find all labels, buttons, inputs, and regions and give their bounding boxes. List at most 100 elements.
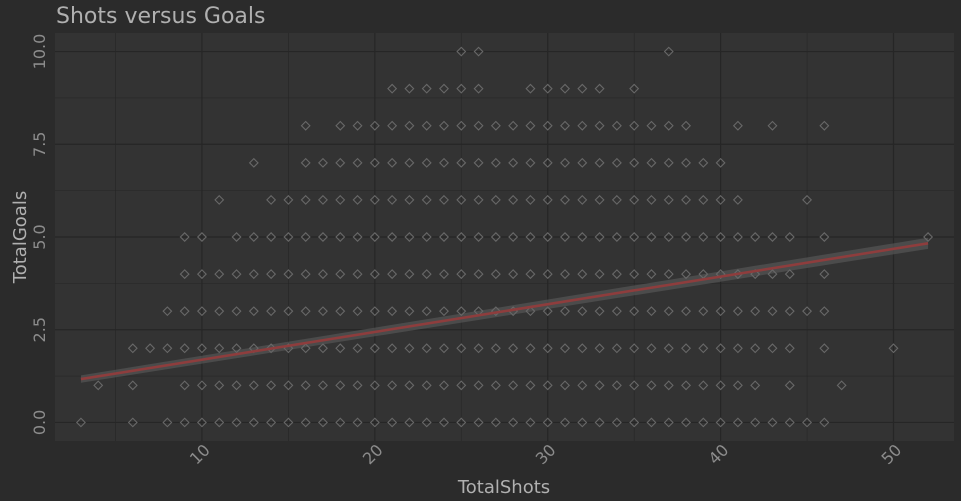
data-point	[508, 417, 519, 428]
data-point	[594, 269, 605, 280]
grid-layer	[55, 33, 954, 441]
data-point	[525, 380, 536, 391]
data-point	[317, 380, 328, 391]
data-point	[681, 120, 692, 131]
data-point	[819, 120, 830, 131]
data-point	[750, 380, 761, 391]
data-point	[214, 343, 225, 354]
data-point	[663, 417, 674, 428]
data-point	[508, 269, 519, 280]
data-point	[784, 306, 795, 317]
data-point	[542, 380, 553, 391]
data-point	[629, 232, 640, 242]
data-point	[836, 380, 847, 391]
data-point	[404, 417, 415, 428]
data-point	[490, 157, 501, 168]
data-point	[248, 417, 259, 428]
data-point	[698, 343, 709, 354]
data-point	[542, 232, 553, 242]
data-point	[439, 343, 449, 354]
data-point	[473, 120, 484, 131]
data-point	[335, 194, 346, 205]
data-point	[439, 157, 449, 168]
data-point	[629, 120, 640, 131]
data-point	[196, 343, 207, 354]
data-point	[196, 306, 207, 317]
data-point	[560, 417, 570, 428]
fit-line	[80, 242, 929, 381]
data-point	[266, 269, 277, 280]
data-point	[127, 380, 138, 391]
data-point	[196, 380, 207, 391]
data-point	[248, 232, 259, 242]
data-point	[802, 194, 813, 205]
data-point	[369, 269, 380, 280]
data-point	[767, 417, 778, 428]
data-point	[404, 343, 415, 354]
data-point	[473, 232, 484, 242]
data-point	[490, 380, 501, 391]
data-point	[681, 269, 692, 280]
data-point	[525, 269, 536, 280]
data-point	[525, 157, 536, 168]
data-point	[369, 194, 380, 205]
data-point	[819, 232, 830, 242]
data-point	[404, 157, 415, 168]
data-point	[300, 194, 311, 205]
data-point	[162, 343, 173, 354]
data-point	[525, 417, 536, 428]
data-point	[784, 232, 795, 242]
data-point	[490, 343, 501, 354]
data-point	[473, 380, 484, 391]
data-point	[352, 417, 363, 428]
data-point	[525, 343, 536, 354]
data-point	[594, 83, 605, 94]
data-point	[542, 343, 553, 354]
data-point	[439, 194, 449, 205]
data-point	[732, 417, 743, 428]
data-point	[490, 269, 501, 280]
data-point	[508, 120, 519, 131]
data-point	[560, 232, 570, 242]
data-point	[439, 120, 449, 131]
data-point	[369, 232, 380, 242]
data-point	[923, 232, 934, 242]
data-point	[767, 306, 778, 317]
data-point	[231, 232, 242, 242]
data-point	[698, 194, 709, 205]
data-point	[283, 417, 294, 428]
data-point	[646, 120, 657, 131]
data-point	[577, 120, 588, 131]
data-point	[594, 194, 605, 205]
data-point	[404, 120, 415, 131]
x-axis-label: TotalShots	[457, 477, 550, 498]
data-point	[698, 232, 709, 242]
data-point	[629, 380, 640, 391]
data-point	[490, 194, 501, 205]
chart-title: Shots versus Goals	[56, 4, 265, 29]
data-point	[629, 417, 640, 428]
data-point	[681, 380, 692, 391]
data-point	[439, 417, 449, 428]
data-point	[404, 380, 415, 391]
data-point	[335, 157, 346, 168]
data-point	[525, 306, 536, 317]
data-point	[681, 157, 692, 168]
data-point	[300, 120, 311, 131]
data-point	[283, 269, 294, 280]
data-point	[663, 380, 674, 391]
data-point	[179, 306, 190, 317]
data-point	[456, 380, 467, 391]
data-point	[369, 380, 380, 391]
data-point	[577, 380, 588, 391]
data-point	[594, 306, 605, 317]
data-point	[611, 232, 622, 242]
data-point	[127, 417, 138, 428]
data-point	[179, 232, 190, 242]
data-point	[473, 269, 484, 280]
data-point	[681, 343, 692, 354]
data-point	[283, 380, 294, 391]
data-point	[162, 306, 173, 317]
data-point	[629, 83, 640, 94]
